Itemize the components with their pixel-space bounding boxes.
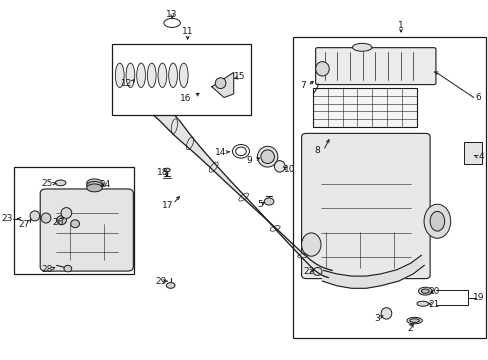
Ellipse shape	[421, 289, 428, 293]
Polygon shape	[153, 116, 331, 278]
Text: 10: 10	[283, 165, 295, 174]
Ellipse shape	[406, 318, 422, 324]
Text: 28: 28	[41, 265, 53, 274]
Bar	[116, 63, 187, 87]
Ellipse shape	[126, 63, 135, 87]
Ellipse shape	[264, 198, 273, 205]
Polygon shape	[322, 255, 424, 288]
Ellipse shape	[301, 233, 320, 256]
Ellipse shape	[260, 150, 274, 163]
Ellipse shape	[147, 63, 156, 87]
Bar	[112, 44, 250, 116]
Text: 26: 26	[52, 218, 63, 227]
FancyBboxPatch shape	[40, 189, 133, 271]
Ellipse shape	[86, 184, 102, 192]
Text: 21: 21	[427, 300, 439, 309]
Ellipse shape	[41, 213, 51, 223]
Text: 18: 18	[156, 168, 168, 177]
Ellipse shape	[380, 308, 391, 319]
Text: 15: 15	[234, 72, 245, 81]
Text: 25: 25	[41, 179, 53, 188]
Ellipse shape	[137, 63, 145, 87]
Ellipse shape	[64, 265, 72, 272]
Text: 4: 4	[477, 152, 483, 161]
Ellipse shape	[164, 168, 170, 172]
Ellipse shape	[352, 43, 371, 51]
Text: 1: 1	[397, 21, 403, 30]
Ellipse shape	[429, 211, 444, 231]
Text: 11: 11	[182, 27, 193, 36]
Text: 23: 23	[1, 214, 13, 223]
Text: 17: 17	[161, 201, 173, 210]
Ellipse shape	[158, 63, 166, 87]
Ellipse shape	[86, 181, 102, 189]
Ellipse shape	[274, 161, 285, 172]
Text: 24: 24	[100, 180, 111, 189]
Text: 8: 8	[314, 146, 320, 155]
Text: 22: 22	[303, 267, 314, 276]
Ellipse shape	[423, 204, 450, 238]
Ellipse shape	[315, 62, 328, 76]
Ellipse shape	[168, 63, 177, 87]
Text: 2: 2	[406, 324, 412, 333]
Text: 5: 5	[257, 200, 263, 209]
Ellipse shape	[418, 287, 431, 295]
Ellipse shape	[71, 220, 80, 228]
FancyBboxPatch shape	[315, 48, 435, 85]
Text: 27: 27	[18, 220, 29, 229]
Text: 3: 3	[373, 314, 379, 323]
Bar	[463, 141, 482, 164]
Text: 19: 19	[472, 293, 484, 302]
Text: 6: 6	[475, 93, 481, 102]
Text: 29: 29	[155, 276, 166, 285]
Text: 9: 9	[246, 156, 252, 165]
Ellipse shape	[179, 63, 188, 87]
Ellipse shape	[409, 319, 419, 322]
Bar	[312, 88, 416, 127]
Text: 20: 20	[427, 287, 439, 296]
Ellipse shape	[61, 208, 72, 219]
Ellipse shape	[86, 179, 102, 187]
Ellipse shape	[55, 180, 66, 186]
Ellipse shape	[166, 283, 175, 288]
Bar	[14, 167, 134, 274]
Text: 12: 12	[121, 80, 132, 89]
Bar	[293, 37, 485, 338]
Ellipse shape	[257, 146, 277, 167]
Polygon shape	[211, 72, 233, 98]
Text: 14: 14	[215, 148, 226, 157]
Ellipse shape	[215, 78, 225, 89]
FancyBboxPatch shape	[301, 134, 429, 279]
Text: 16: 16	[179, 94, 191, 103]
Ellipse shape	[30, 211, 40, 221]
Ellipse shape	[416, 301, 428, 306]
Ellipse shape	[115, 63, 124, 87]
Text: 7: 7	[300, 81, 305, 90]
Ellipse shape	[57, 216, 66, 225]
Text: 13: 13	[166, 10, 178, 19]
